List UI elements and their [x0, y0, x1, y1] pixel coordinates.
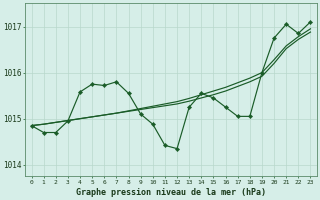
X-axis label: Graphe pression niveau de la mer (hPa): Graphe pression niveau de la mer (hPa) [76, 188, 266, 197]
